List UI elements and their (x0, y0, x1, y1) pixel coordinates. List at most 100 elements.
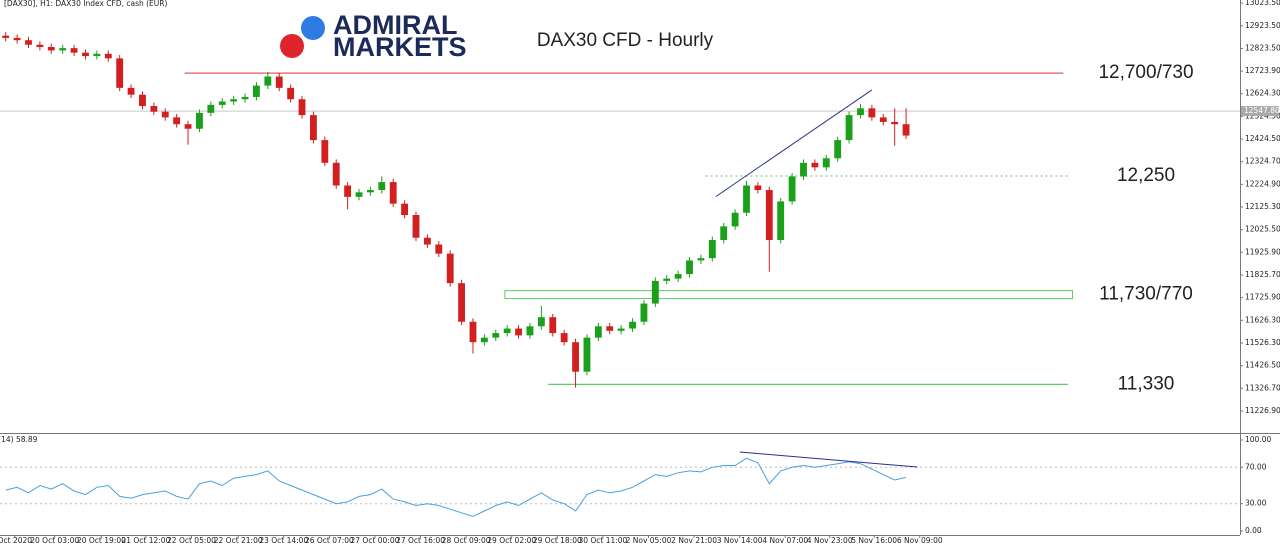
candle-body (526, 326, 534, 336)
candle-body (834, 140, 842, 159)
candle-body (651, 280, 659, 304)
y-tick-label: 13023.50 (1245, 0, 1280, 7)
candle-body (458, 283, 465, 322)
trendline (739, 451, 918, 468)
candle-body (207, 104, 215, 113)
level-label: 11,730/770 (1099, 284, 1193, 305)
candle-body (196, 112, 203, 129)
y-tick-label: 12923.50 (1245, 21, 1280, 30)
candle-body (298, 99, 306, 116)
candle-body (241, 96, 249, 100)
x-tick-label: 27 Oct 16:00 (396, 536, 445, 545)
candle-body (264, 76, 272, 86)
candle-body (355, 192, 363, 197)
candle-body (469, 321, 477, 343)
candle-body (13, 37, 21, 41)
candle-body (697, 258, 705, 261)
candle-body (161, 111, 169, 118)
y-tick-label: 0.00 (1245, 526, 1262, 535)
x-tick-label: 20 Oct 19:00 (77, 536, 126, 545)
candle-body (537, 317, 545, 327)
trendline (715, 89, 873, 198)
x-tick-label: 21 Oct 12:00 (121, 536, 170, 545)
x-tick-label: 29 Oct 02:00 (487, 536, 536, 545)
candle-body (674, 274, 682, 279)
candle-body (70, 48, 78, 53)
candle-body (754, 185, 762, 191)
x-tick-label: 22 Oct 05:00 (167, 536, 216, 545)
x-tick-label: 20 Oct 03:00 (30, 536, 79, 545)
x-tick-label: 30 Oct 11:00 (578, 536, 627, 545)
y-tick-label: 11526.30 (1245, 338, 1280, 347)
y-tick-label: 12324.70 (1245, 157, 1280, 166)
last-price-box (1241, 106, 1279, 117)
candle-body (549, 317, 557, 334)
candle-body (515, 328, 522, 336)
candle-body (891, 121, 899, 125)
y-tick-label: 12224.90 (1245, 179, 1280, 188)
symbol-info: [DAX30], H1: DAX30 Index CFD, cash (EUR) (4, 0, 167, 8)
logo-text: ADMIRAL (333, 10, 457, 40)
logo-dot (301, 16, 325, 40)
x-tick-label: 23 Oct 14:00 (259, 536, 308, 545)
x-tick-label: 6 Nov 09:00 (897, 536, 943, 545)
candle-body (2, 35, 10, 38)
candle-body (731, 212, 739, 227)
y-tick-label: 12125.30 (1245, 202, 1280, 211)
level-zone (504, 290, 1073, 300)
candle-body (720, 226, 728, 241)
y-tick-label: 100.00 (1245, 435, 1271, 444)
candle-body (310, 115, 317, 141)
candle-body (401, 203, 409, 216)
candle-body (104, 53, 112, 59)
x-tick-label: 26 Oct 07:00 (305, 536, 354, 545)
candle-body (617, 328, 625, 331)
candle-body (150, 106, 158, 112)
candle-body (708, 240, 716, 259)
candle-body (127, 87, 135, 95)
candle-body (116, 58, 124, 88)
candle-body (47, 47, 55, 51)
candle-body (765, 190, 773, 241)
x-tick-label: 4 Nov 07:00 (762, 536, 808, 545)
candle-body (82, 52, 89, 57)
candle-body (777, 201, 785, 241)
y-tick-label: 12823.50 (1245, 43, 1280, 52)
logo-dot (280, 34, 304, 58)
candle-body (503, 328, 511, 334)
x-tick-label: 28 Oct 09:00 (442, 536, 491, 545)
candle-body (594, 326, 602, 338)
candle-body (492, 333, 500, 338)
y-tick-label: 30.00 (1245, 499, 1267, 508)
y-tick-label: 12624.30 (1245, 89, 1280, 98)
candle-body (59, 48, 67, 51)
candle-body (743, 185, 750, 213)
candle-body (845, 115, 853, 141)
x-tick-label: 3 Nov 14:00 (717, 536, 763, 545)
y-tick-label: 12424.50 (1245, 134, 1280, 143)
y-tick-label: 11626.30 (1245, 315, 1280, 324)
candle-body (572, 342, 579, 372)
indicator-label: RSI(14) 58.89 (0, 435, 38, 444)
candle-body (184, 124, 192, 129)
candle-body (640, 303, 648, 322)
candle-body (93, 53, 101, 57)
x-tick-label: 5 Nov 16:00 (851, 536, 897, 545)
candle-body (139, 94, 146, 107)
candle-body (275, 76, 283, 88)
candle-body (287, 87, 295, 100)
candle-body (332, 162, 340, 186)
x-tick-label: 4 Nov 23:00 (807, 536, 853, 545)
candle-body (606, 326, 614, 331)
x-tick-label: 2 Nov 21:00 (671, 536, 717, 545)
level-label: 12,700/730 (1098, 62, 1193, 83)
candle-body (800, 162, 807, 177)
candle-body (857, 108, 864, 116)
level-label: 11,330 (1118, 373, 1175, 394)
level-label: 12,250 (1117, 165, 1175, 186)
x-tick-label: Oct 2020 (0, 536, 32, 545)
y-tick-label: 12723.90 (1245, 66, 1280, 75)
